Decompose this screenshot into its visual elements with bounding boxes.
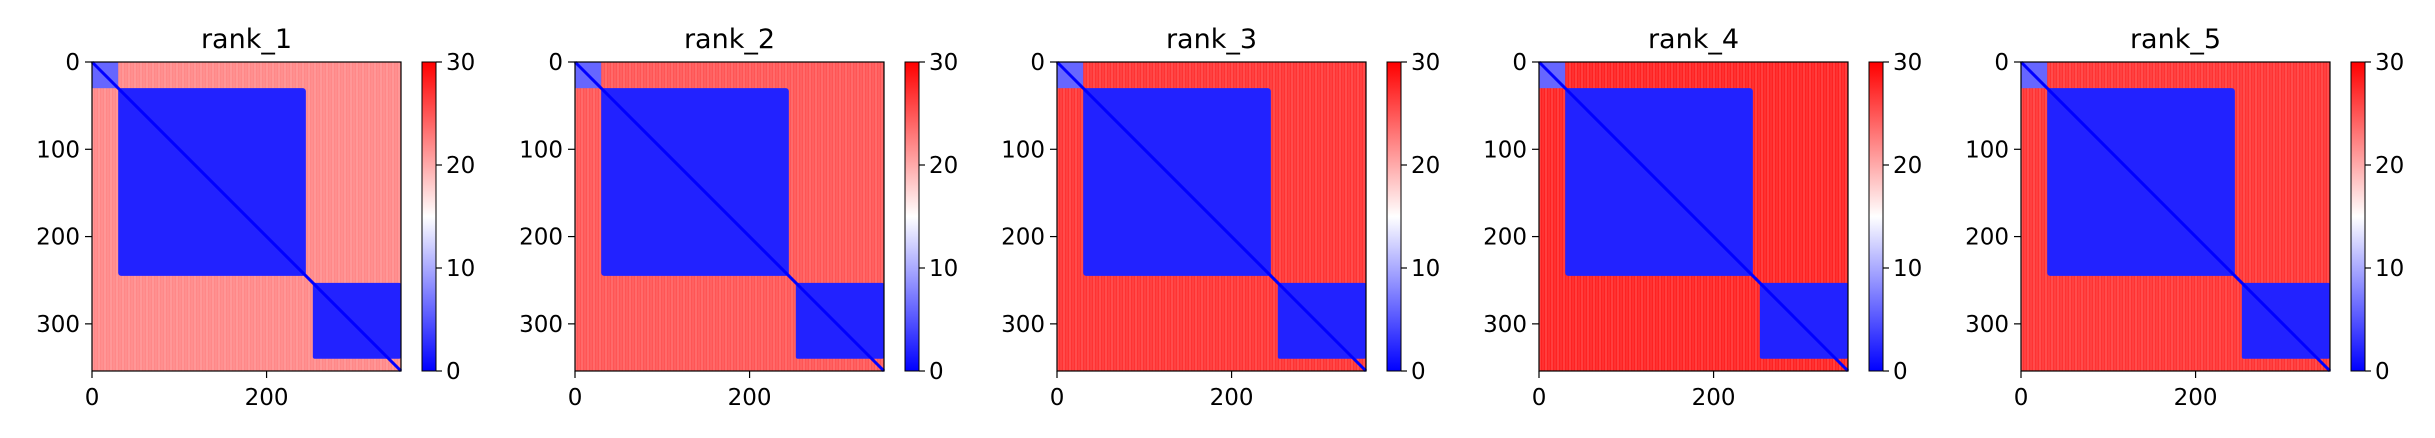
x-tick-label: 200 (1210, 385, 1254, 411)
colorbar-tick-label: 0 (929, 359, 944, 385)
y-tick-label: 0 (548, 50, 563, 76)
colorbar-gradient (904, 61, 920, 372)
x-tick-label: 200 (245, 385, 289, 411)
heatmap-diagonal (2019, 60, 2332, 373)
colorbar-tick-label: 0 (2375, 359, 2390, 385)
heatmap-panel-1: rank_1 0 100 200 300 0 200 0 10 20 30 (36, 24, 475, 411)
colorbar-tick-label: 0 (1893, 359, 1908, 385)
panel-title: rank_4 (1648, 24, 1739, 55)
colorbar: 0 10 20 30 (2350, 50, 2404, 385)
plot-frame (1056, 61, 1367, 372)
x-tick-label: 200 (2174, 385, 2218, 411)
y-tick-label: 100 (36, 137, 80, 163)
y-tick-label: 100 (1483, 137, 1527, 163)
y-tick-label: 200 (1965, 225, 2009, 251)
heatmap-diagonal (573, 60, 886, 373)
y-tick-label: 0 (1512, 50, 1527, 76)
panel-title: rank_3 (1166, 24, 1257, 55)
colorbar-tick-label: 10 (929, 256, 958, 282)
y-tick-label: 300 (519, 312, 563, 338)
heatmap-panel-3: rank_3 0 100 200 300 0 200 0 10 20 30 (1001, 24, 1440, 411)
y-tick-label: 200 (1001, 225, 1045, 251)
heatmap-diagonal (1055, 60, 1368, 373)
colorbar: 0 10 20 30 (1868, 50, 1922, 385)
y-tick-label: 300 (1483, 312, 1527, 338)
colorbar: 0 10 20 30 (904, 50, 958, 385)
colorbar-gradient (1868, 61, 1884, 372)
y-tick-label: 300 (1965, 312, 2009, 338)
colorbar-tick-label: 10 (2375, 256, 2404, 282)
y-tick-label: 0 (1994, 50, 2009, 76)
colorbar-gradient (421, 61, 437, 372)
y-tick-label: 100 (519, 137, 563, 163)
x-tick-label: 0 (1050, 385, 1065, 411)
plot-frame (91, 61, 402, 372)
heatmap-block-domain-2 (312, 282, 401, 359)
y-tick-label: 300 (1001, 312, 1045, 338)
x-tick-label: 200 (728, 385, 772, 411)
heatmap-block-domain-2 (2241, 282, 2330, 359)
y-tick-label: 100 (1965, 137, 2009, 163)
y-tick-label: 200 (519, 225, 563, 251)
x-tick-label: 0 (1532, 385, 1547, 411)
colorbar-tick-label: 30 (929, 50, 958, 76)
x-tick-label: 200 (1692, 385, 1736, 411)
heatmap-panel-5: rank_5 0 100 200 300 0 200 0 10 20 30 (1965, 24, 2404, 411)
colorbar-tick-label: 10 (446, 256, 475, 282)
colorbar-gradient (2350, 61, 2366, 372)
heatmap-panel-4: rank_4 0 100 200 300 0 200 0 10 20 30 (1483, 24, 1922, 411)
colorbar-gradient (1386, 61, 1402, 372)
x-tick-label: 0 (2014, 385, 2029, 411)
colorbar-tick-label: 10 (1411, 256, 1440, 282)
y-tick-label: 0 (1030, 50, 1045, 76)
y-tick-label: 300 (36, 312, 80, 338)
y-tick-label: 200 (1483, 225, 1527, 251)
colorbar-tick-label: 20 (1893, 153, 1922, 179)
heatmap-block-domain-2 (1277, 282, 1366, 359)
colorbar-tick-label: 10 (1893, 256, 1922, 282)
colorbar-tick-label: 30 (446, 50, 475, 76)
heatmap-diagonal (90, 60, 403, 373)
panel-title: rank_5 (2130, 24, 2221, 55)
plot-frame (574, 61, 885, 372)
panel-title: rank_1 (201, 24, 292, 55)
y-tick-label: 200 (36, 225, 80, 251)
colorbar-tick-label: 30 (1893, 50, 1922, 76)
colorbar-tick-label: 30 (1411, 50, 1440, 76)
colorbar-tick-label: 20 (1411, 153, 1440, 179)
colorbar-tick-label: 20 (929, 153, 958, 179)
colorbar-tick-label: 20 (2375, 153, 2404, 179)
plot-frame (1538, 61, 1849, 372)
colorbar: 0 10 20 30 (1386, 50, 1440, 385)
colorbar-tick-label: 0 (1411, 359, 1426, 385)
x-tick-label: 0 (568, 385, 583, 411)
colorbar-tick-label: 20 (446, 153, 475, 179)
colorbar-tick-label: 0 (446, 359, 461, 385)
panel-title: rank_2 (684, 24, 775, 55)
y-tick-label: 0 (65, 50, 80, 76)
heatmap-block-domain-2 (1759, 282, 1848, 359)
heatmap-diagonal (1537, 60, 1850, 373)
heatmap-block-domain-2 (795, 282, 884, 359)
x-tick-label: 0 (85, 385, 100, 411)
plot-frame (2020, 61, 2331, 372)
colorbar: 0 10 20 30 (421, 50, 475, 385)
colorbar-tick-label: 30 (2375, 50, 2404, 76)
y-tick-label: 100 (1001, 137, 1045, 163)
heatmap-panel-2: rank_2 0 100 200 300 0 200 0 10 20 30 (519, 24, 958, 411)
